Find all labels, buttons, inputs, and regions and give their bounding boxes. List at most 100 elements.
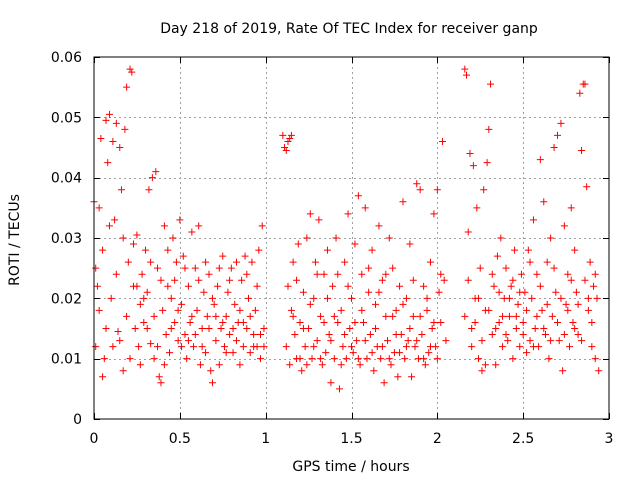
data-point xyxy=(358,270,366,278)
data-point xyxy=(495,288,503,296)
data-point xyxy=(181,264,189,272)
data-point xyxy=(320,318,328,326)
data-point xyxy=(232,337,240,345)
data-point xyxy=(574,300,582,308)
data-point xyxy=(526,258,534,266)
data-point xyxy=(353,337,361,345)
data-point xyxy=(505,294,513,302)
data-point xyxy=(133,231,141,239)
data-point xyxy=(559,367,567,375)
data-point xyxy=(578,147,586,155)
data-point xyxy=(499,312,507,320)
data-point xyxy=(299,288,307,296)
data-point xyxy=(154,264,162,272)
data-point xyxy=(330,312,338,320)
data-point xyxy=(124,258,132,266)
y-tick-label: 0 xyxy=(73,412,82,428)
data-point xyxy=(351,318,359,326)
data-point xyxy=(121,125,129,133)
data-point xyxy=(351,240,359,248)
data-point xyxy=(399,300,407,308)
data-point xyxy=(289,312,297,320)
data-point xyxy=(243,325,251,332)
data-point xyxy=(421,361,429,369)
data-point xyxy=(543,300,551,308)
data-point xyxy=(543,258,551,266)
data-point xyxy=(571,246,579,254)
data-point xyxy=(327,379,335,387)
data-point xyxy=(406,325,414,332)
data-point xyxy=(550,144,558,151)
data-point xyxy=(517,270,525,278)
data-point xyxy=(171,318,179,326)
data-point xyxy=(348,343,355,351)
data-point xyxy=(406,240,414,248)
data-point xyxy=(464,276,472,284)
data-point xyxy=(147,258,155,266)
data-point xyxy=(402,294,410,302)
data-point xyxy=(481,361,489,369)
data-point xyxy=(409,276,417,284)
data-point xyxy=(253,282,261,290)
data-point xyxy=(260,343,268,351)
data-point xyxy=(569,318,577,326)
data-point xyxy=(469,162,477,170)
data-point xyxy=(317,355,325,363)
data-point xyxy=(329,282,337,290)
data-point xyxy=(260,325,268,332)
data-point xyxy=(184,337,192,345)
data-point xyxy=(524,246,532,254)
data-point xyxy=(284,137,292,145)
data-point xyxy=(492,361,500,369)
data-point xyxy=(217,325,225,332)
data-point xyxy=(433,186,441,194)
data-point xyxy=(562,300,570,308)
data-point xyxy=(135,343,143,351)
data-point xyxy=(588,343,596,351)
data-point xyxy=(411,343,419,351)
data-point xyxy=(437,318,445,326)
data-point xyxy=(366,331,374,339)
data-point xyxy=(255,246,263,254)
data-point xyxy=(111,216,119,224)
data-point xyxy=(380,379,388,387)
data-point xyxy=(554,131,561,139)
data-point xyxy=(571,325,579,332)
data-point xyxy=(531,325,539,332)
data-point xyxy=(208,379,216,387)
data-point xyxy=(246,312,254,320)
data-point xyxy=(159,306,167,314)
data-point xyxy=(142,246,149,254)
x-tick-label: 3 xyxy=(605,431,614,447)
data-point xyxy=(126,355,134,363)
data-point xyxy=(140,318,148,326)
data-point xyxy=(488,270,496,278)
data-point xyxy=(509,276,517,284)
data-point xyxy=(116,144,124,151)
data-point xyxy=(413,180,421,188)
data-point xyxy=(377,355,385,363)
data-point xyxy=(334,270,342,278)
data-point xyxy=(306,300,314,308)
data-point xyxy=(207,367,215,375)
data-point xyxy=(416,186,424,194)
data-point xyxy=(184,282,192,290)
data-point xyxy=(138,270,146,278)
data-point xyxy=(236,361,244,369)
data-point xyxy=(214,282,222,290)
axis-ticks: 0 0.5 1 1.5 2 2.5 3 0 0.01 0.02 0.03 0.04 0.05 0.06 xyxy=(51,50,614,447)
data-point xyxy=(394,373,402,381)
data-point xyxy=(595,367,603,375)
data-point xyxy=(354,355,362,363)
data-point xyxy=(198,343,206,351)
data-point xyxy=(349,349,357,357)
data-point xyxy=(426,343,434,351)
data-point xyxy=(95,306,103,314)
data-point xyxy=(536,282,544,290)
data-point xyxy=(282,343,290,351)
y-tick-label: 0.06 xyxy=(51,50,82,66)
data-point xyxy=(215,361,223,369)
data-point xyxy=(178,343,186,351)
data-point xyxy=(490,282,498,290)
data-point xyxy=(502,264,510,272)
